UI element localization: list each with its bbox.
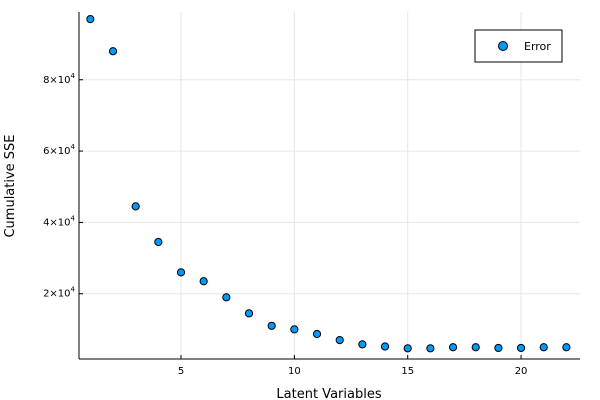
axes (78, 12, 580, 360)
data-point (244, 309, 254, 318)
x-tick-label: 20 (515, 366, 528, 377)
legend: Error (474, 29, 563, 63)
data-point (516, 343, 526, 353)
y-tick-label: 8×104 (43, 72, 75, 86)
data-point (562, 343, 571, 352)
y-tick-label: 6×104 (43, 143, 75, 157)
x-tick-labels: 5 10 15 20 (178, 366, 528, 377)
y-tick-label: 4×104 (43, 214, 75, 228)
data-point (471, 343, 480, 352)
data-point (426, 344, 435, 353)
data-point (199, 277, 208, 286)
x-tick-label: 5 (178, 366, 184, 377)
data-point (176, 268, 186, 277)
data-point (335, 335, 344, 345)
x-tick-label: 15 (401, 366, 414, 377)
data-point (312, 329, 322, 339)
legend-box (474, 29, 563, 63)
data-point (154, 237, 163, 247)
data-point (131, 202, 140, 211)
data-point (539, 343, 548, 352)
data-point (108, 47, 118, 56)
data-point (222, 293, 231, 302)
data-point (290, 325, 299, 334)
data-point (494, 343, 503, 353)
y-tick-labels: 2×104 4×104 6×104 8×104 (43, 72, 75, 300)
x-tick-label: 10 (288, 366, 301, 377)
data-point (380, 342, 390, 351)
data-point (358, 340, 367, 349)
data-point (403, 344, 412, 353)
grid (79, 12, 580, 359)
data-point (86, 15, 95, 24)
x-axis-title: Latent Variables (276, 387, 381, 400)
y-axis-title: Cumulative SSE (3, 134, 18, 237)
data-point (267, 321, 276, 330)
data-point (448, 343, 458, 352)
legend-marker (498, 41, 508, 51)
data-points (86, 15, 571, 353)
legend-label: Error (524, 40, 551, 53)
y-tick-label: 2×104 (43, 286, 75, 300)
